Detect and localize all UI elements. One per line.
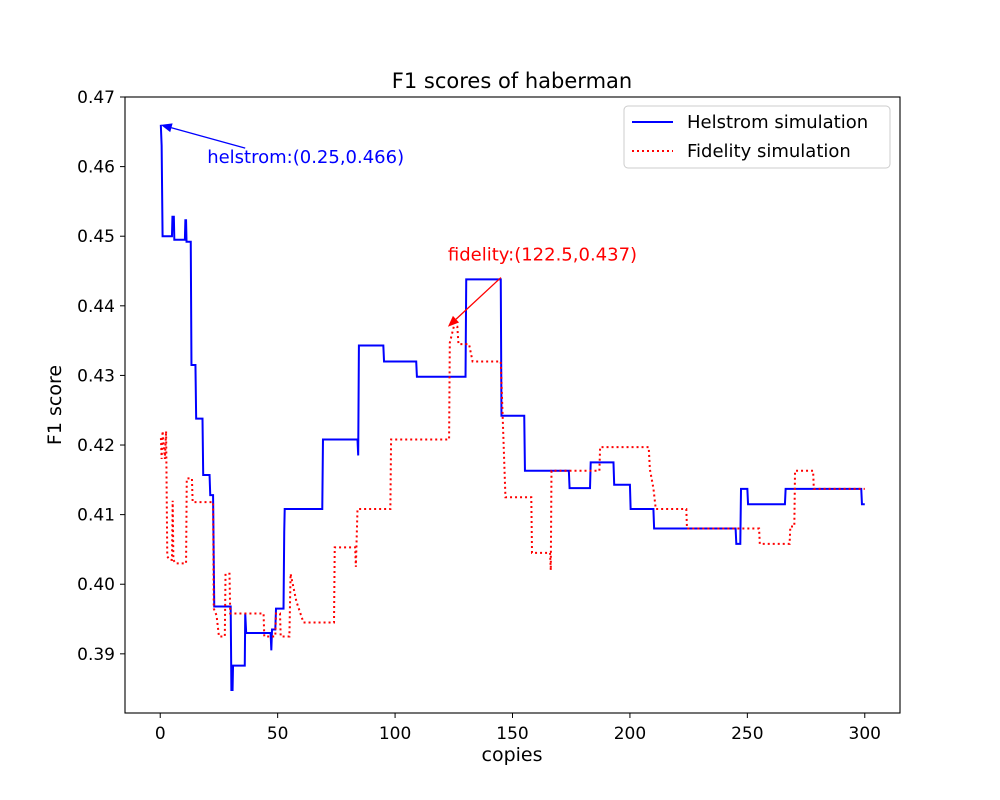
annotation-layer: helstrom:(0.25,0.466) fidelity:(122.5,0.4… [160, 123, 637, 327]
x-axis: 0 50 100 150 200 250 300 [155, 713, 881, 744]
series-layer [159, 124, 865, 692]
x-tick-label: 100 [379, 724, 411, 744]
legend-label-helstrom: Helstrom simulation [687, 112, 868, 133]
x-tick-label: 0 [155, 724, 166, 744]
legend-frame [623, 105, 891, 169]
y-tick-label: 0.40 [77, 575, 115, 595]
annotation-fidelity: fidelity:(122.5,0.437) [448, 245, 637, 266]
annotation-arrow [171, 127, 246, 149]
series-line-helstrom [159, 124, 865, 692]
annotation-arrowhead [447, 315, 460, 327]
y-tick-label: 0.46 [77, 158, 115, 178]
x-tick-label: 150 [496, 724, 528, 744]
x-axis-label: copies [482, 744, 543, 766]
y-tick-label: 0.47 [77, 88, 115, 108]
annotation-arrowhead [160, 123, 173, 133]
y-axis-label: F1 score [44, 365, 66, 445]
x-tick-label: 250 [731, 724, 763, 744]
y-tick-label: 0.45 [77, 227, 115, 247]
y-tick-label: 0.41 [77, 506, 115, 526]
y-tick-label: 0.44 [77, 297, 115, 317]
chart-title: F1 scores of haberman [392, 69, 632, 93]
y-tick-label: 0.39 [77, 645, 115, 665]
x-tick-label: 50 [267, 724, 289, 744]
annotation-arrow [455, 277, 502, 320]
y-tick-label: 0.42 [77, 436, 115, 456]
y-axis: 0.39 0.40 0.41 0.42 0.43 0.44 0.45 0.46 0.47 [77, 88, 125, 665]
annotation-helstrom: helstrom:(0.25,0.466) [207, 147, 404, 168]
x-tick-label: 300 [849, 724, 881, 744]
series-line-fidelity [159, 325, 865, 638]
y-tick-label: 0.43 [77, 366, 115, 386]
legend-label-fidelity: Fidelity simulation [687, 141, 851, 162]
x-tick-label: 200 [614, 724, 646, 744]
legend: Helstrom simulation Fidelity simulation [623, 105, 891, 169]
